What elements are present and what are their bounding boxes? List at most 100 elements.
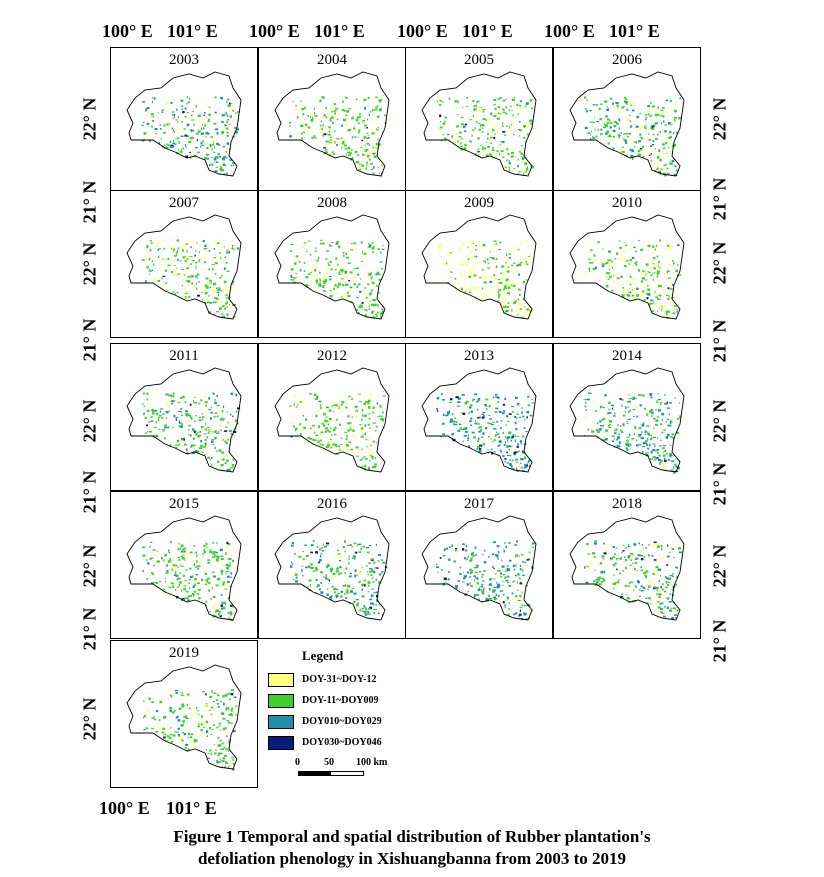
phenology-pixels [289, 540, 388, 617]
phenology-pixels [584, 96, 681, 177]
legend-swatch-3 [268, 715, 294, 729]
phenology-pixels [142, 540, 236, 621]
map-panel-2009: 2009 [405, 190, 553, 338]
region-map-2003 [126, 71, 242, 177]
region-boundary [421, 71, 537, 177]
region-boundary [421, 214, 537, 320]
map-panel-2014: 2014 [553, 343, 701, 491]
map-panel-2015: 2015 [110, 491, 258, 639]
lat-tick-left-r4-21: 21° N [79, 607, 100, 651]
phenology-pixels [142, 689, 238, 771]
map-panel-2019: 2019 [110, 640, 258, 788]
map-panel-2010: 2010 [553, 190, 701, 338]
legend-swatch-1 [268, 673, 294, 687]
region-map-2017 [421, 515, 537, 621]
region-boundary [126, 515, 242, 621]
phenology-pixels [584, 239, 682, 319]
region-boundary [569, 214, 685, 320]
lat-tick-right-r1-22: 22° N [709, 97, 730, 141]
phenology-pixels [141, 96, 240, 175]
legend-label-4: DOY030~DOY046 [302, 737, 382, 748]
region-map-2009 [421, 214, 537, 320]
panel-year-label: 2013 [464, 348, 494, 364]
map-panel-2017: 2017 [405, 491, 553, 639]
phenology-pixels [436, 540, 535, 621]
phenology-pixels [436, 393, 535, 472]
panel-year-label: 2019 [169, 645, 199, 661]
panel-year-label: 2005 [464, 52, 494, 68]
phenology-pixels [584, 540, 682, 620]
region-boundary [126, 214, 242, 320]
region-map-2016 [274, 515, 390, 621]
region-boundary [274, 71, 390, 177]
region-map-2007 [126, 214, 242, 320]
scale-bar [298, 771, 364, 776]
panel-year-label: 2012 [317, 348, 347, 364]
lat-tick-left-r4-22: 22° N [79, 544, 100, 588]
lat-tick-right-r2-22: 22° N [709, 241, 730, 285]
panel-year-label: 2007 [169, 195, 199, 211]
map-panel-2008: 2008 [258, 190, 406, 338]
panel-year-label: 2015 [169, 496, 199, 512]
map-panel-2005: 2005 [405, 47, 553, 195]
map-panel-2016: 2016 [258, 491, 406, 639]
panel-year-label: 2011 [169, 348, 199, 364]
lon-tick-top-c2-101: 101° E [314, 21, 365, 41]
map-panel-2003: 2003 [110, 47, 258, 195]
region-boundary [274, 367, 390, 473]
panel-year-label: 2003 [169, 52, 199, 68]
region-map-2005 [421, 71, 537, 177]
lon-tick-top-c3-100: 100° E [397, 21, 448, 41]
phenology-pixels [289, 393, 386, 471]
lon-tick-bottom-100: 100° E [99, 798, 150, 818]
lat-tick-left-r3-22: 22° N [79, 399, 100, 443]
legend-label-2: DOY-11~DOY009 [302, 695, 379, 706]
scale-label-0: 0 [295, 757, 300, 768]
panel-year-label: 2016 [317, 496, 347, 512]
phenology-pixels [141, 392, 241, 472]
scale-label-100: 100 km [356, 757, 388, 768]
figure-caption-line1: Figure 1 Temporal and spatial distributi… [173, 827, 651, 846]
region-boundary [126, 664, 242, 770]
region-boundary [274, 515, 390, 621]
lon-tick-top-c4-101: 101° E [609, 21, 660, 41]
lon-tick-top-c1-101: 101° E [167, 21, 218, 41]
lon-tick-top-c4-100: 100° E [544, 21, 595, 41]
region-boundary [421, 515, 537, 621]
panel-year-label: 2014 [612, 348, 642, 364]
region-map-2004 [274, 71, 390, 178]
lat-tick-left-r1-21: 21° N [79, 180, 100, 224]
region-boundary [274, 214, 390, 320]
map-panel-2006: 2006 [553, 47, 701, 195]
lat-tick-left-r2-21: 21° N [79, 318, 100, 362]
phenology-pixels [141, 239, 240, 320]
map-panel-2004: 2004 [258, 47, 406, 195]
region-boundary [569, 367, 685, 473]
panel-year-label: 2017 [464, 496, 494, 512]
lon-tick-top-c1-100: 100° E [102, 21, 153, 41]
lat-tick-right-r2-21: 21° N [709, 319, 730, 363]
region-boundary [126, 71, 242, 177]
lat-tick-right-r3-21: 21° N [709, 462, 730, 506]
lat-tick-right-r4-22: 22° N [709, 544, 730, 588]
phenology-pixels [436, 239, 533, 319]
lat-tick-left-r5-22: 22° N [79, 697, 100, 741]
map-panel-2011: 2011 [110, 343, 258, 491]
lat-tick-left-r2-22: 22° N [79, 242, 100, 286]
panel-year-label: 2010 [612, 195, 642, 211]
lat-tick-right-r4-21: 21° N [709, 619, 730, 663]
legend-label-3: DOY010~DOY029 [302, 716, 382, 727]
legend-label-1: DOY-31~DOY-12 [302, 674, 377, 685]
map-panel-2013: 2013 [405, 343, 553, 491]
lat-tick-left-r3-21: 21° N [79, 470, 100, 514]
panel-year-label: 2018 [612, 496, 642, 512]
lon-tick-top-c2-100: 100° E [249, 21, 300, 41]
lon-tick-bottom-101: 101° E [166, 798, 217, 818]
region-map-2018 [569, 515, 685, 621]
phenology-pixels [289, 96, 387, 178]
region-boundary [421, 367, 537, 473]
phenology-pixels [584, 392, 681, 474]
phenology-pixels [289, 239, 385, 319]
phenology-pixels [436, 96, 534, 176]
map-panel-2018: 2018 [553, 491, 701, 639]
